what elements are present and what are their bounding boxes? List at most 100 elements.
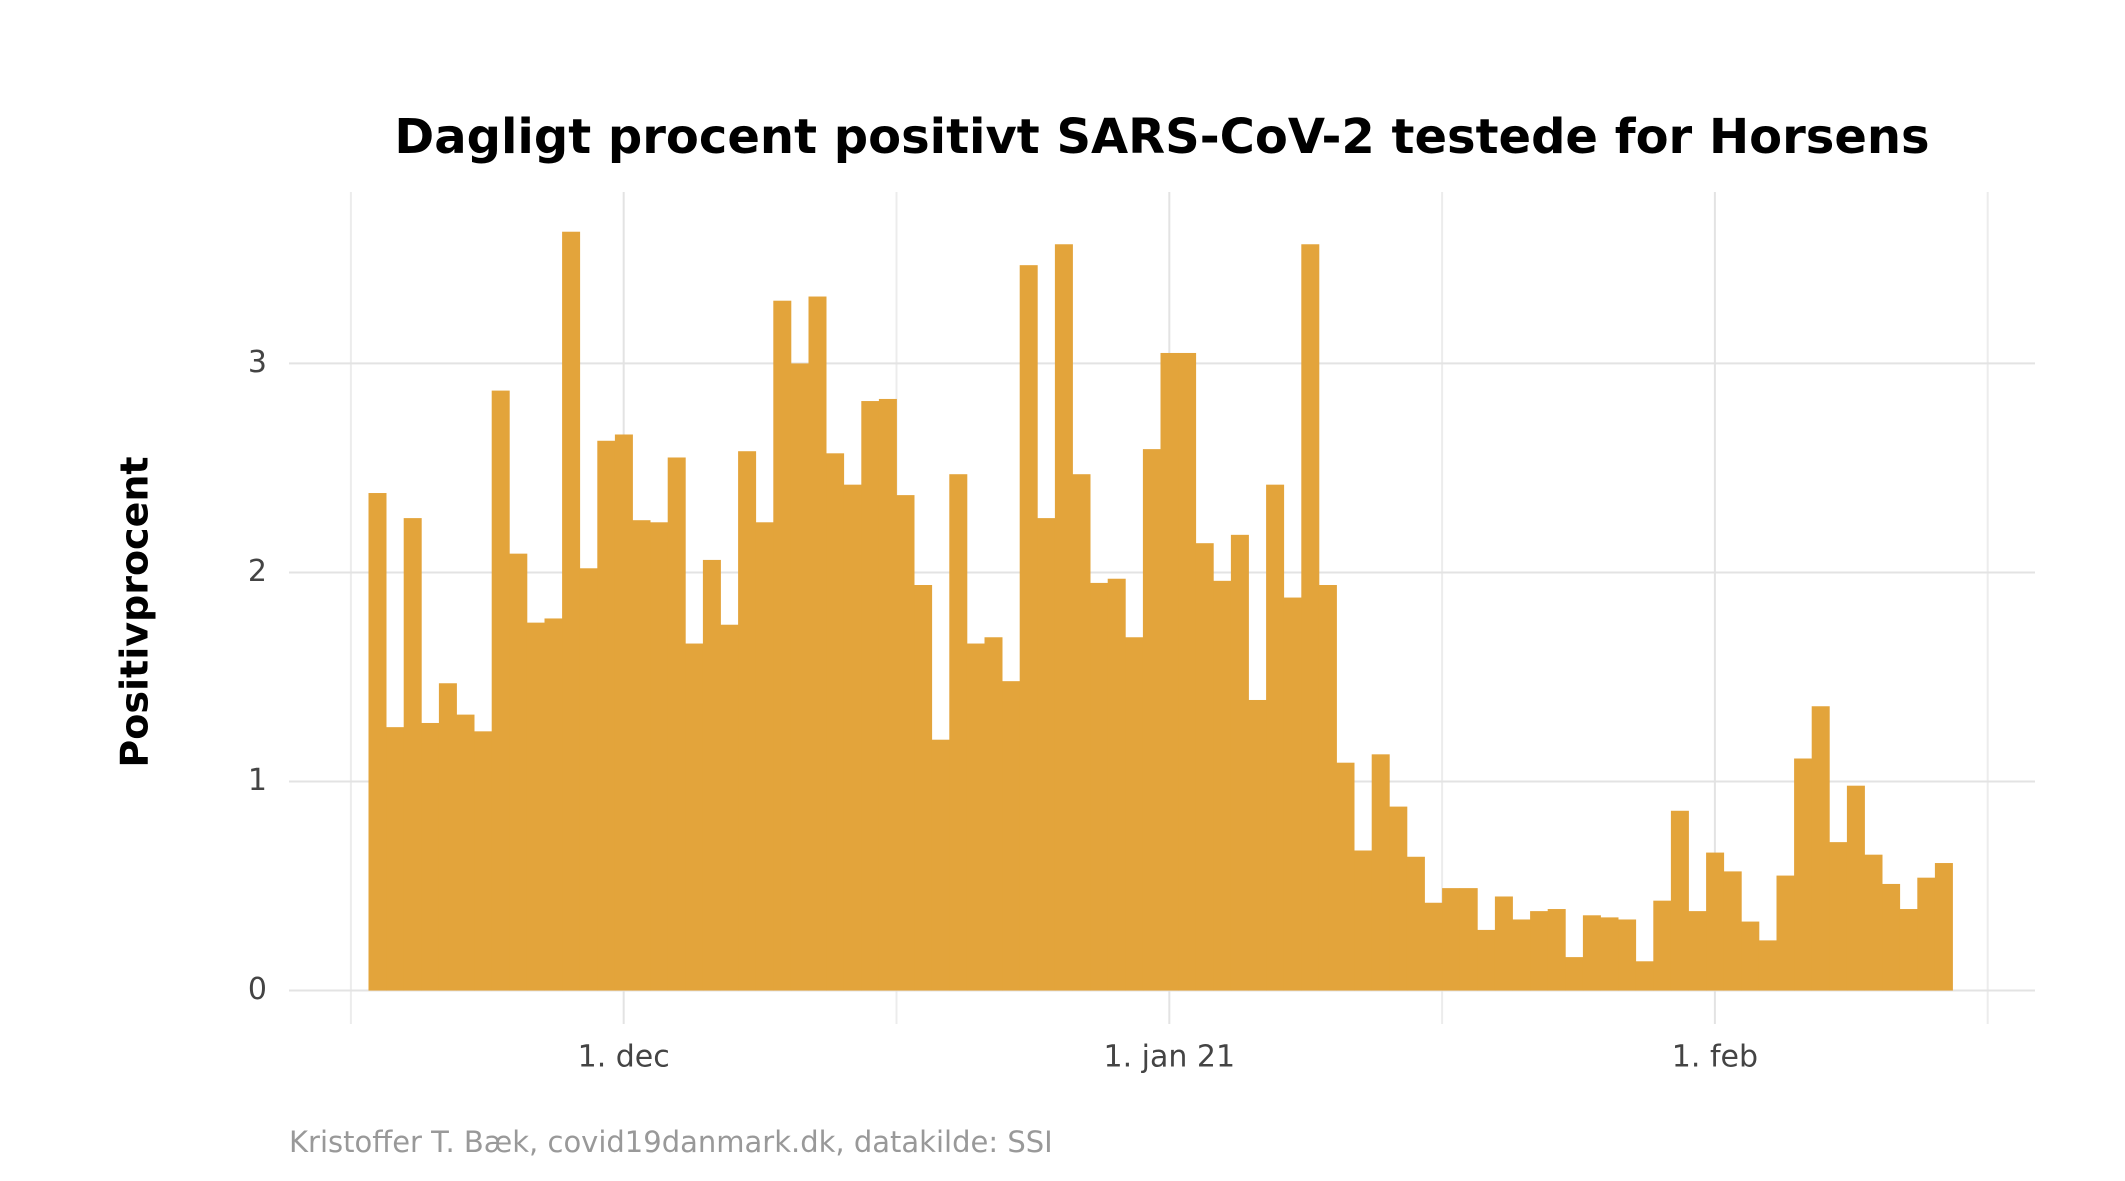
bar xyxy=(1266,484,1285,991)
bar xyxy=(1600,917,1619,991)
y-tick-label: 0 xyxy=(248,972,267,1007)
x-tick-label: 1. feb xyxy=(1672,1040,1758,1075)
bar xyxy=(1160,352,1179,991)
bar xyxy=(1811,706,1830,991)
x-tick-label: 1. jan 21 xyxy=(1103,1040,1235,1075)
bar xyxy=(1019,265,1038,991)
bar xyxy=(1230,534,1249,991)
bar xyxy=(544,618,563,991)
bar xyxy=(685,643,704,991)
bar xyxy=(755,522,774,991)
bar xyxy=(1389,806,1408,991)
bar xyxy=(1917,877,1936,991)
bar xyxy=(1688,911,1707,991)
bar xyxy=(1142,449,1161,991)
bar xyxy=(614,434,633,991)
bar xyxy=(1635,961,1654,991)
bar xyxy=(1336,762,1355,991)
bar xyxy=(1670,810,1689,991)
bar xyxy=(1618,919,1637,991)
bar xyxy=(1899,909,1918,991)
bar xyxy=(1037,518,1056,991)
bar xyxy=(597,440,616,991)
bar xyxy=(720,624,739,991)
bar xyxy=(702,559,721,991)
bar xyxy=(1723,871,1742,991)
bar xyxy=(509,553,528,991)
bar xyxy=(650,522,669,991)
bar xyxy=(1002,681,1021,991)
bar xyxy=(1213,580,1232,991)
bar xyxy=(1846,785,1865,991)
y-tick-label: 1 xyxy=(248,763,267,798)
bar xyxy=(526,622,545,991)
bar xyxy=(808,296,827,991)
bar xyxy=(1195,543,1214,991)
bar xyxy=(1706,852,1725,991)
bar xyxy=(579,568,598,991)
bar xyxy=(1582,915,1601,991)
bar xyxy=(1371,754,1390,991)
bar xyxy=(1459,888,1478,991)
bar xyxy=(1477,929,1496,991)
bar xyxy=(826,453,845,991)
bar xyxy=(790,363,809,991)
bar xyxy=(914,585,933,991)
y-axis-label: Positivprocent xyxy=(113,456,157,767)
bar xyxy=(456,714,475,991)
bar xyxy=(773,300,792,991)
bar xyxy=(1934,863,1953,991)
bar xyxy=(1776,875,1795,991)
bar xyxy=(1125,637,1144,991)
bar xyxy=(1054,244,1073,991)
bar xyxy=(1301,244,1320,991)
bar xyxy=(984,637,1003,991)
bar xyxy=(1107,578,1126,991)
bar xyxy=(966,643,985,991)
bar xyxy=(1248,699,1267,991)
bar xyxy=(1283,597,1302,991)
bar xyxy=(738,451,757,991)
bar xyxy=(1882,883,1901,991)
bar xyxy=(667,457,686,991)
bar xyxy=(368,493,387,991)
bar xyxy=(491,390,510,991)
bar xyxy=(1318,585,1337,991)
bar xyxy=(1829,842,1848,991)
bar xyxy=(438,683,457,991)
bar xyxy=(1406,856,1425,991)
bar xyxy=(1442,888,1461,991)
bar xyxy=(421,722,440,991)
bar xyxy=(1424,902,1443,991)
bar xyxy=(1653,900,1672,991)
bar xyxy=(1864,854,1883,991)
bar xyxy=(474,731,493,991)
bar xyxy=(632,520,651,991)
bar xyxy=(896,495,915,991)
bar xyxy=(1547,909,1566,991)
bar xyxy=(1072,474,1091,991)
bar xyxy=(861,401,880,991)
bar xyxy=(843,484,862,991)
bar xyxy=(1494,896,1513,991)
bar xyxy=(403,518,422,991)
bar xyxy=(1178,352,1197,991)
bar xyxy=(562,231,581,991)
bar xyxy=(1354,850,1373,991)
bar xyxy=(1565,957,1584,991)
bar xyxy=(878,398,897,991)
caption: Kristoffer T. Bæk, covid19danmark.dk, da… xyxy=(289,1125,1053,1159)
bar xyxy=(1758,940,1777,991)
bar xyxy=(931,739,950,991)
bar xyxy=(1530,911,1549,991)
y-tick-label: 3 xyxy=(248,345,267,380)
bar xyxy=(1794,758,1813,991)
bar xyxy=(949,474,968,991)
bar xyxy=(386,727,405,991)
bar xyxy=(1512,919,1531,991)
y-tick-label: 2 xyxy=(248,554,267,589)
bar xyxy=(1090,582,1109,991)
bar xyxy=(1741,921,1760,991)
chart-title: Dagligt procent positivt SARS-CoV-2 test… xyxy=(394,109,1929,165)
